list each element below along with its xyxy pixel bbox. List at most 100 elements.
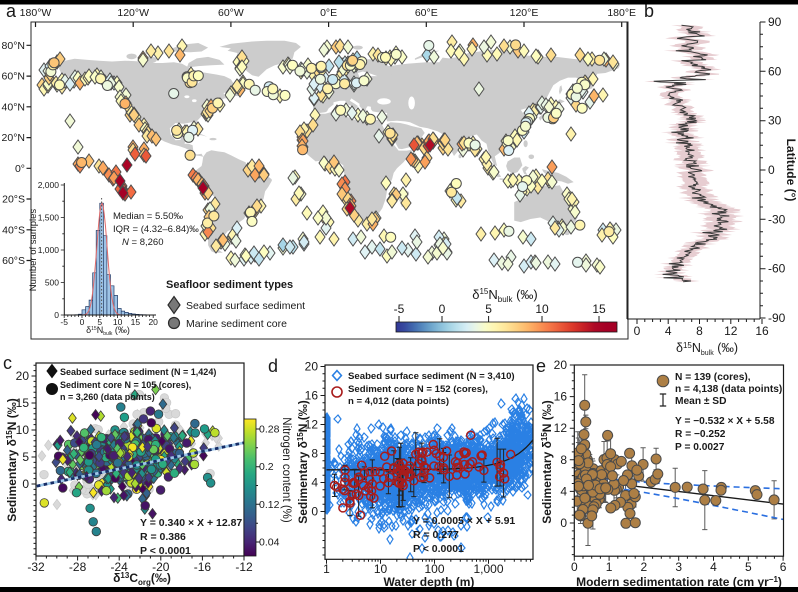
svg-text:P < 0.0001: P < 0.0001 [140, 545, 191, 557]
svg-text:4: 4 [710, 560, 717, 574]
svg-text:1,000: 1,000 [473, 562, 503, 576]
svg-text:0.28: 0.28 [259, 424, 280, 436]
svg-text:40°N: 40°N [2, 101, 25, 113]
svg-text:0: 0 [571, 560, 578, 574]
svg-text:0: 0 [768, 163, 775, 177]
svg-text:60°E: 60°E [415, 7, 438, 19]
svg-text:Latitude (°): Latitude (°) [784, 139, 798, 202]
svg-text:2,000: 2,000 [38, 180, 60, 190]
svg-text:Marine sediment core: Marine sediment core [186, 318, 287, 330]
svg-text:10: 10 [16, 423, 30, 437]
svg-text:-28: -28 [69, 560, 87, 574]
svg-text:15: 15 [131, 317, 141, 327]
svg-text:d: d [268, 356, 278, 376]
svg-text:-90: -90 [768, 311, 786, 325]
svg-text:Sedimentary δ15N (‰): Sedimentary δ15N (‰) [296, 400, 310, 524]
svg-text:0.12: 0.12 [259, 499, 280, 511]
svg-text:120°W: 120°W [117, 7, 149, 19]
svg-text:16: 16 [755, 324, 769, 338]
svg-text:16: 16 [554, 390, 568, 404]
svg-text:R = 0.277: R = 0.277 [413, 529, 459, 541]
svg-text:8: 8 [560, 453, 567, 467]
svg-text:Y = −0.532 × X + 5.58: Y = −0.532 × X + 5.58 [675, 416, 775, 427]
svg-text:0: 0 [439, 302, 446, 316]
svg-text:20: 20 [554, 358, 568, 372]
svg-text:0.04: 0.04 [259, 537, 280, 549]
svg-text:100: 100 [424, 562, 444, 576]
svg-text:0°E: 0°E [320, 7, 337, 19]
svg-text:1: 1 [606, 560, 613, 574]
svg-text:12: 12 [554, 421, 568, 435]
svg-text:20°S: 20°S [2, 194, 25, 206]
svg-text:0°: 0° [15, 163, 25, 175]
svg-text:Seabed surface sediment (N = 3: Seabed surface sediment (N = 3,410) [348, 371, 515, 382]
svg-text:12: 12 [724, 324, 738, 338]
svg-text:1: 1 [323, 562, 330, 576]
svg-text:6: 6 [780, 560, 787, 574]
svg-text:90: 90 [768, 15, 782, 29]
svg-text:20: 20 [16, 369, 30, 383]
svg-text:N = 139 (cores),: N = 139 (cores), [675, 372, 751, 383]
svg-text:5: 5 [22, 450, 29, 464]
svg-text:δ15Nbulk (‰): δ15Nbulk (‰) [472, 287, 538, 304]
svg-text:c: c [3, 353, 12, 373]
svg-text:P = 0.0027: P = 0.0027 [675, 442, 725, 453]
svg-text:120°E: 120°E [510, 7, 539, 19]
svg-text:10: 10 [535, 302, 549, 316]
svg-text:Sediment core N = 105 (cores),: Sediment core N = 105 (cores), [60, 380, 191, 390]
svg-text:Mean ± SD: Mean ± SD [675, 396, 726, 407]
svg-text:60°W: 60°W [218, 7, 244, 19]
svg-text:1,500: 1,500 [38, 213, 60, 223]
svg-text:15: 15 [592, 302, 606, 316]
svg-text:Sediment core N = 152 (cores),: Sediment core N = 152 (cores), [348, 384, 488, 395]
svg-text:4: 4 [311, 476, 318, 490]
svg-text:5: 5 [97, 317, 102, 327]
svg-text:30: 30 [768, 114, 782, 128]
svg-text:N = 8,260: N = 8,260 [122, 237, 163, 248]
svg-text:Seafloor sediment types: Seafloor sediment types [166, 279, 293, 291]
svg-text:n = 3,260 (data points): n = 3,260 (data points) [60, 392, 155, 402]
svg-text:IQR = (4.32–6.84)‰: IQR = (4.32–6.84)‰ [113, 224, 199, 235]
svg-text:-32: -32 [27, 560, 45, 574]
svg-text:60: 60 [768, 64, 782, 78]
svg-text:-60: -60 [768, 262, 786, 276]
svg-text:Nitrogen content (%): Nitrogen content (%) [280, 417, 292, 523]
svg-text:Y = 0.340 × X + 12.87: Y = 0.340 × X + 12.87 [140, 517, 242, 529]
svg-text:Modern sedimentation rate (cm: Modern sedimentation rate (cm yr−1) [576, 575, 782, 589]
svg-text:n = 4,012 (data points): n = 4,012 (data points) [348, 396, 449, 407]
svg-text:8: 8 [696, 324, 703, 338]
svg-text:1,000: 1,000 [38, 245, 60, 255]
svg-text:-20: -20 [152, 560, 170, 574]
svg-text:Water depth (m): Water depth (m) [384, 575, 475, 589]
svg-text:R = −0.252: R = −0.252 [675, 429, 726, 440]
svg-text:-16: -16 [194, 560, 212, 574]
svg-text:e: e [536, 356, 546, 376]
svg-text:-5: -5 [60, 317, 68, 327]
svg-text:Y = 0.0005 × X + 5.91: Y = 0.0005 × X + 5.91 [413, 515, 515, 527]
svg-text:Seabed surface sediment: Seabed surface sediment [186, 300, 305, 312]
svg-text:500: 500 [45, 278, 59, 288]
svg-text:16: 16 [305, 389, 319, 403]
svg-text:40°S: 40°S [2, 224, 25, 236]
svg-text:20: 20 [148, 317, 158, 327]
svg-text:R = 0.386: R = 0.386 [140, 531, 186, 543]
svg-text:0: 0 [311, 505, 318, 519]
svg-text:20°N: 20°N [2, 132, 25, 144]
svg-text:δ15Nbulk (‰): δ15Nbulk (‰) [86, 325, 130, 337]
svg-text:0: 0 [22, 477, 29, 491]
svg-text:8: 8 [311, 447, 318, 461]
svg-text:180°E: 180°E [607, 7, 636, 19]
svg-text:10: 10 [113, 317, 123, 327]
svg-text:Sedimentary δ15N (‰): Sedimentary δ15N (‰) [5, 398, 19, 522]
svg-text:3: 3 [675, 560, 682, 574]
svg-text:-5: -5 [394, 302, 405, 316]
svg-text:0.2: 0.2 [259, 461, 274, 473]
svg-text:60°N: 60°N [2, 71, 25, 83]
svg-text:10: 10 [374, 562, 388, 576]
svg-text:5: 5 [745, 560, 752, 574]
svg-text:-12: -12 [235, 560, 253, 574]
svg-text:-24: -24 [111, 560, 129, 574]
svg-text:0: 0 [634, 324, 641, 338]
svg-text:a: a [6, 1, 17, 21]
svg-text:4: 4 [560, 484, 567, 498]
